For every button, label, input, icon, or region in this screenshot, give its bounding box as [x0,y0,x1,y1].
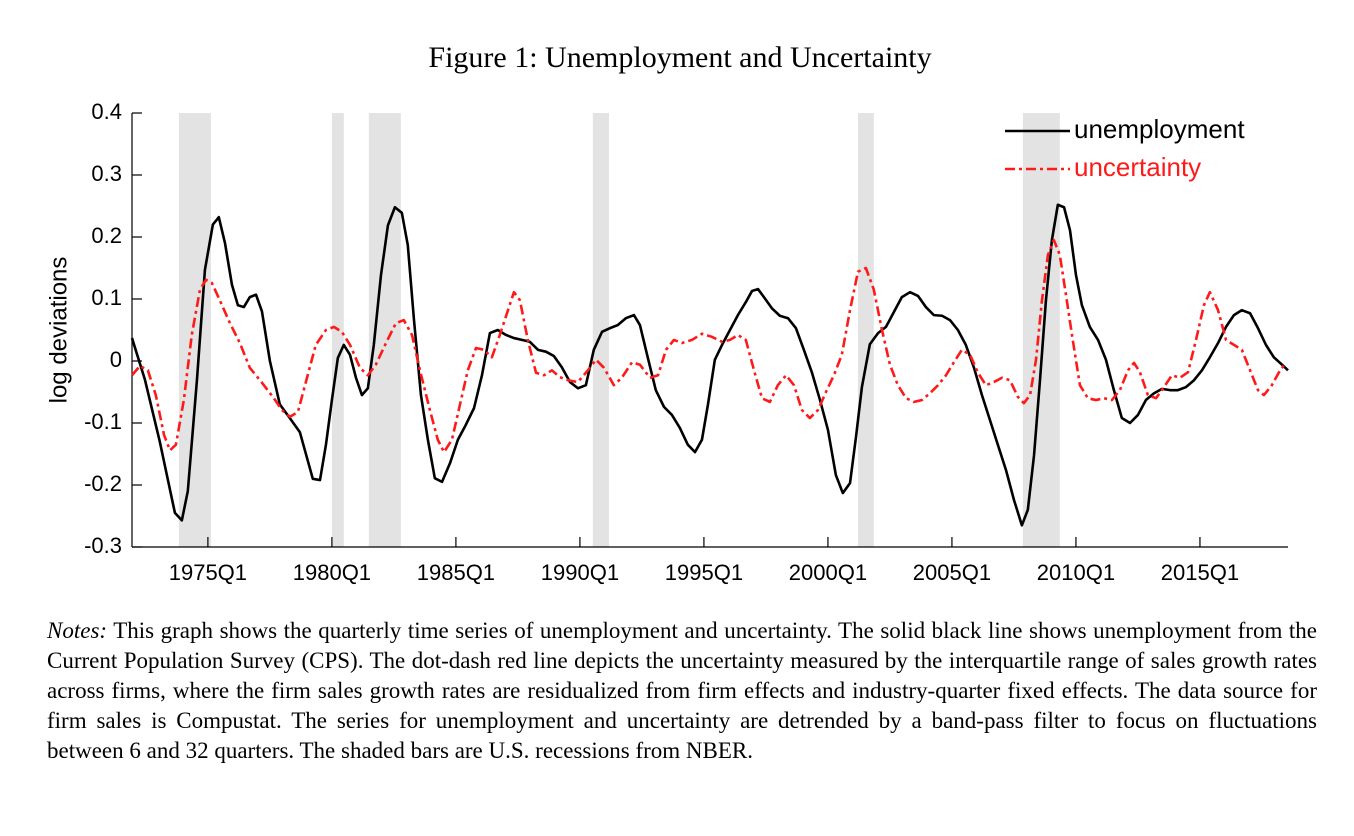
series-line [130,203,1289,527]
y-tick-label: 0.4 [91,99,122,124]
legend-label: unemployment [1074,114,1245,144]
chart: Figure 1: Unemployment and Uncertainty l… [45,41,1289,585]
x-tick-label: 2000Q1 [789,560,867,585]
recession-band [178,113,211,547]
y-tick-label: 0.3 [91,161,122,186]
recession-band [857,113,874,547]
recession-band [1022,113,1060,547]
x-tick-label: 1980Q1 [293,560,371,585]
y-tick-label: -0.2 [84,471,122,496]
y-tick-label: -0.1 [84,409,122,434]
y-tick-label: 0.2 [91,223,122,248]
chart-title: Figure 1: Unemployment and Uncertainty [428,41,931,74]
x-tick-label: 1995Q1 [665,560,743,585]
y-tick-label: 0.1 [91,285,122,310]
x-tick-label: 2010Q1 [1037,560,1115,585]
notes-label: Notes: [47,618,108,643]
x-tick-label: 2015Q1 [1161,560,1239,585]
notes: Notes: This graph shows the quarterly ti… [47,616,1317,766]
x-tick-label: 1985Q1 [417,560,495,585]
recession-band [592,113,609,547]
y-tick-label: 0 [110,347,122,372]
x-tick-label: 2005Q1 [913,560,991,585]
y-axis-label: log deviations [45,257,72,404]
notes-text: This graph shows the quarterly time seri… [47,618,1317,763]
recession-band [368,113,401,547]
x-tick-label: 1990Q1 [541,560,619,585]
y-tick-label: -0.3 [84,533,122,558]
x-tick-label: 1975Q1 [169,560,247,585]
series-line [131,238,1288,454]
legend-label: uncertainty [1074,152,1201,182]
